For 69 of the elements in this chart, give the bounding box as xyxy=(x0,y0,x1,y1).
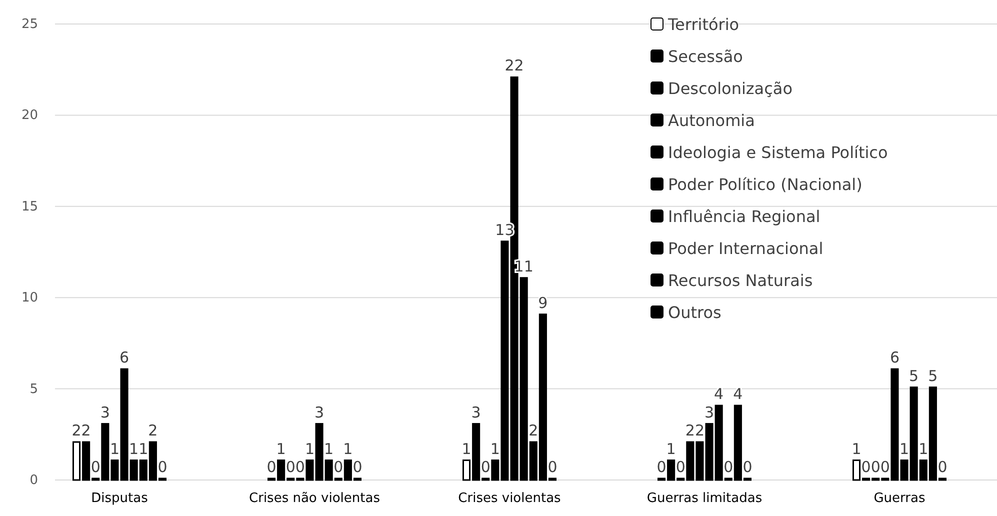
data-label: 0 xyxy=(880,458,890,476)
data-label: 4 xyxy=(733,385,743,404)
y-tick-label: 10 xyxy=(21,290,38,306)
legend-label: Poder Internacional xyxy=(668,239,824,258)
x-tick-label: Guerras xyxy=(874,491,926,506)
legend-label: Poder Político (Nacional) xyxy=(668,175,862,194)
data-label: 1 xyxy=(918,440,928,458)
data-label: 2 xyxy=(72,422,82,440)
data-label: 4 xyxy=(714,385,724,404)
data-label: 3 xyxy=(471,403,481,422)
legend-label: Influência Regional xyxy=(668,207,820,226)
data-label: 0 xyxy=(656,458,666,476)
data-label: 0 xyxy=(676,458,686,476)
data-label: 1 xyxy=(138,440,148,458)
data-label: 1 xyxy=(852,440,862,458)
data-label: 1 xyxy=(900,440,910,458)
data-label: 1 xyxy=(129,440,139,458)
data-label: 2 xyxy=(148,422,158,440)
data-label: 0 xyxy=(870,458,880,476)
data-label: 0 xyxy=(861,458,871,476)
data-label: 2 xyxy=(81,422,91,440)
legend-label: Secessão xyxy=(668,47,743,66)
data-label: 0 xyxy=(286,458,296,476)
data-label: 0 xyxy=(742,458,752,476)
legend-label: Ideologia e Sistema Político xyxy=(668,143,888,162)
data-label: 1 xyxy=(324,440,334,458)
legend-label: Descolonização xyxy=(668,79,792,98)
data-label: 0 xyxy=(352,458,362,476)
data-label: 3 xyxy=(100,403,110,422)
legend-label: Outros xyxy=(668,303,722,322)
y-tick-label: 0 xyxy=(30,473,38,488)
y-tick-label: 15 xyxy=(21,199,38,214)
data-label: 5 xyxy=(909,366,919,385)
data-label: 1 xyxy=(276,440,286,458)
y-tick-label: 25 xyxy=(21,17,38,32)
data-label: 5 xyxy=(928,366,938,385)
data-label: 1 xyxy=(304,440,314,458)
data-label: 0 xyxy=(295,458,305,476)
data-label: 0 xyxy=(90,458,100,476)
data-label: 22 xyxy=(504,56,524,75)
legend-label: Autonomia xyxy=(668,111,755,130)
legend-label: Território xyxy=(667,15,740,34)
data-label: 0 xyxy=(724,458,734,476)
x-tick-label: Crises violentas xyxy=(458,491,562,506)
y-tick-label: 20 xyxy=(21,108,38,124)
data-label: 0 xyxy=(158,458,168,476)
data-label: 1 xyxy=(110,440,120,458)
data-label: 0 xyxy=(334,458,344,476)
x-tick-label: Crises não violentas xyxy=(249,491,380,506)
data-label: 3 xyxy=(314,403,324,422)
data-label: 1 xyxy=(490,440,500,458)
data-label: 1 xyxy=(343,440,353,458)
data-label: 2 xyxy=(685,422,695,440)
data-label: 2 xyxy=(528,422,538,440)
data-label: 6 xyxy=(890,348,900,367)
data-label: 2 xyxy=(694,422,704,440)
data-label: 0 xyxy=(480,458,490,476)
legend-label: Recursos Naturais xyxy=(668,271,813,290)
data-label: 0 xyxy=(938,458,948,476)
data-label: 1 xyxy=(666,440,676,458)
x-tick-label: Disputas xyxy=(91,491,148,506)
x-tick-label: Guerras limitadas xyxy=(646,491,762,506)
data-label: 0 xyxy=(548,458,558,476)
y-tick-label: 5 xyxy=(30,382,38,397)
data-label: 0 xyxy=(266,458,276,476)
data-label: 9 xyxy=(538,294,548,312)
data-label: 3 xyxy=(704,403,714,422)
data-label: 6 xyxy=(120,348,130,367)
data-label: 1 xyxy=(462,440,472,458)
